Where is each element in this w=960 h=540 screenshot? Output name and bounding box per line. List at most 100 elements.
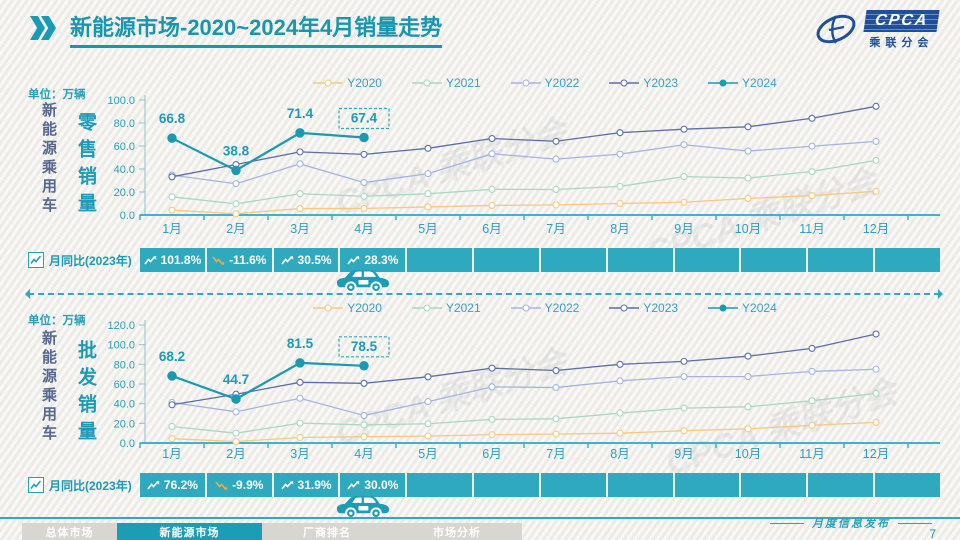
svg-text:100.0: 100.0 [107,340,135,352]
mom-yoy-cell [608,248,675,272]
svg-text:1月: 1月 [162,447,181,461]
watermark: CPCA 乘联分会 [661,372,902,484]
legend-marker-icon [609,304,640,312]
mom-yoy-cell: 101.8% [140,248,207,272]
svg-text:40.0: 40.0 [114,399,135,411]
mom-yoy-cell: 30.5% [274,248,341,272]
svg-text:67.4: 67.4 [351,110,378,125]
mom-yoy-cell [875,248,940,272]
left-arrow-icon [20,289,30,299]
legend-item-Y2023: Y2023 [609,301,678,315]
svg-text:100.0: 100.0 [107,95,135,107]
mom-yoy-cell: -9.9% [207,473,274,497]
svg-text:120.0: 120.0 [107,320,135,332]
wholesale-line-chart: 0.0 20.0 40.0 60.0 80.0 100.0 120.0 1月 2月 3月 4月 5月 6… [107,320,940,461]
legend-marker-icon [313,79,344,87]
svg-text:12月: 12月 [863,447,889,461]
svg-text:1月: 1月 [162,222,181,236]
svg-text:40.0: 40.0 [114,164,135,176]
legend-marker-icon [411,79,442,87]
page-number: 7 [929,527,936,540]
vehicle-type-label: 新能源乘用车 [40,102,57,216]
mom-yoy-cell [808,473,876,497]
mom-yoy-cell [541,248,608,272]
mom-yoy-cell: 31.9% [274,473,341,497]
mom-yoy-cell: 28.3% [340,248,408,272]
trend-chart-icon [28,477,44,493]
svg-text:80.0: 80.0 [114,118,135,130]
svg-text:11月: 11月 [799,447,824,461]
svg-text:20.0: 20.0 [114,418,135,430]
svg-text:20.0: 20.0 [114,187,135,199]
legend-marker-icon [708,79,739,87]
vehicle-type-label: 新能源乘用车 [40,330,57,444]
svg-text:12月: 12月 [863,222,889,236]
svg-text:7月: 7月 [546,222,565,236]
legend-item-Y2021: Y2021 [411,301,481,315]
svg-text:60.0: 60.0 [114,141,135,153]
svg-text:4月: 4月 [354,222,373,236]
trend-up-icon [347,255,360,264]
svg-text:9月: 9月 [674,447,693,461]
mom-yoy-cell [675,248,742,272]
watermark: CPCA 乘联分会 [331,342,572,454]
right-arrow-icon [938,289,948,299]
svg-text:3月: 3月 [290,222,309,236]
mom-yoy-label: 月同比(2023年) [28,477,140,494]
svg-text:78.5: 78.5 [351,339,378,354]
legend-marker-icon [609,79,640,87]
svg-text:0.0: 0.0 [120,210,135,222]
footer-divider [0,517,960,519]
legend-marker-icon [510,79,541,87]
metric-label-wholesale: 批发销量 [75,340,96,448]
cpca-logo: CPCA 乘联分会 [813,10,940,50]
svg-text:68.2: 68.2 [159,349,185,364]
car-icon [336,496,390,519]
svg-text:10月: 10月 [735,222,761,236]
legend-item-Y2020: Y2020 [313,301,382,315]
footer-tab-2[interactable]: 新能源市场 [117,523,262,540]
trend-up-icon [280,255,293,264]
mom-yoy-bar: 101.8% -11.6% 30.5% 28.3% [140,248,940,272]
svg-text:81.5: 81.5 [287,336,314,351]
mom-yoy-bar: 76.2% -9.9% 31.9% 30.0% [140,473,940,497]
mom-yoy-cell [608,473,675,497]
legend-item-Y2024: Y2024 [708,301,777,315]
trend-up-icon [347,480,360,489]
dashed-timeline-divider [25,289,943,299]
legend-item-Y2022: Y2022 [510,301,579,315]
svg-text:44.7: 44.7 [223,372,249,387]
unit-label: 单位：万辆 [28,315,86,327]
mom-yoy-cell: -11.6% [207,248,274,272]
legend-item-Y2024: Y2024 [708,76,777,90]
watermark: CPCA 乘联分会 [331,112,572,224]
mom-yoy-cell [474,248,541,272]
publication-label: 月度信息发布 [770,515,932,531]
page-title: 新能源市场-2020~2024年4月销量走势 [70,15,443,49]
footer-tab-4[interactable]: 市场分析 [433,526,481,539]
footer-tab-bar: 总体市场 新能源市场 厂商排名 市场分析 [22,523,522,540]
mom-yoy-cell [875,473,940,497]
legend-marker-icon [708,304,739,312]
legend-marker-icon [510,304,541,312]
footer-tab-3[interactable]: 厂商排名 [303,526,351,539]
svg-text:11月: 11月 [799,222,824,236]
legend-item-Y2020: Y2020 [313,76,382,90]
mom-yoy-row: 月同比(2023年) 101.8% -11.6% 30.5% 28.3% [28,248,940,272]
metric-label-retail: 零售销量 [75,112,96,220]
legend-item-Y2022: Y2022 [510,76,579,90]
mom-yoy-cell [407,248,475,272]
svg-text:5月: 5月 [418,447,437,461]
svg-text:38.8: 38.8 [223,143,250,158]
svg-text:2月: 2月 [226,447,245,461]
double-chevron-icon [30,16,56,45]
cpca-subtitle: 乘联分会 [869,37,934,49]
mom-yoy-cell: 30.0% [340,473,408,497]
svg-text:8月: 8月 [610,447,629,461]
legend: Y2020 Y2021 Y2022 Y2023 Y2024 [150,301,940,315]
svg-text:6月: 6月 [482,447,501,461]
svg-text:6月: 6月 [482,222,501,236]
svg-text:66.8: 66.8 [159,111,186,126]
legend-marker-icon [411,304,442,312]
footer-tab-1[interactable]: 总体市场 [45,526,94,539]
